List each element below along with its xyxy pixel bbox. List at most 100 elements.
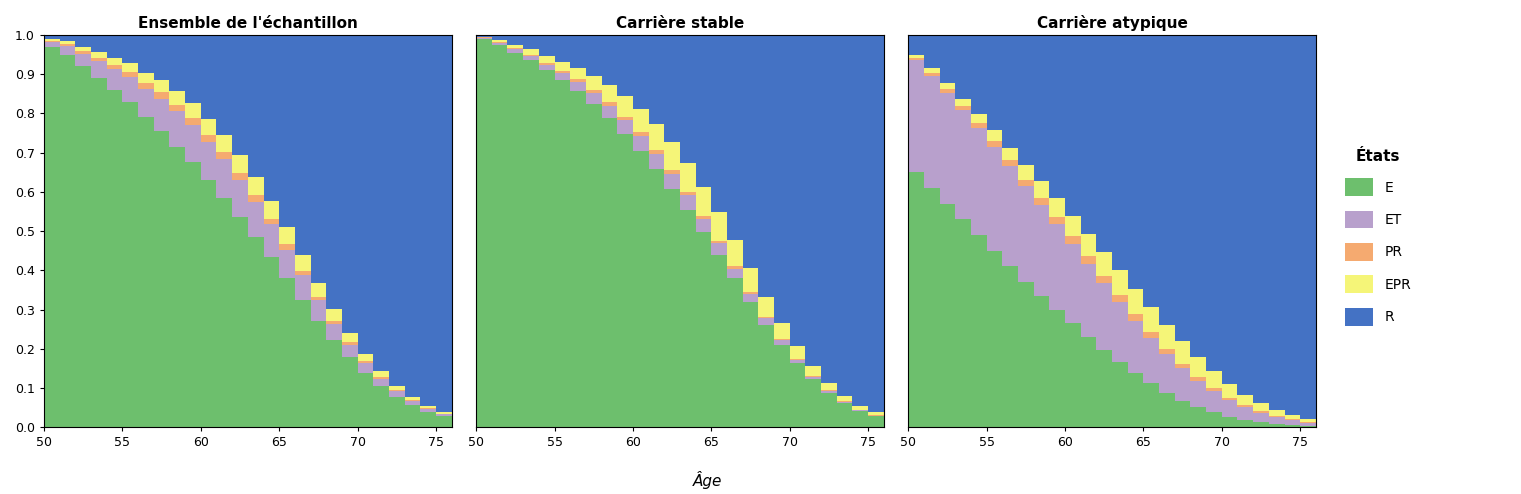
Bar [570,79,586,82]
Bar [44,42,59,47]
Bar [712,244,727,255]
Bar [1127,314,1144,321]
Bar [1097,283,1112,350]
Bar [1144,338,1159,383]
Bar [233,217,248,427]
Bar [76,51,91,54]
Bar [1269,416,1285,417]
Bar [1144,35,1159,307]
Bar [1159,354,1174,393]
Bar [955,219,970,427]
Bar [852,410,868,411]
Bar [1238,35,1253,395]
Bar [940,35,955,83]
Bar [1159,393,1174,427]
Bar [1269,410,1285,416]
Bar [987,147,1002,251]
Bar [1174,401,1191,427]
Bar [106,58,122,65]
Bar [508,52,523,427]
Bar [1221,417,1238,427]
Bar [538,70,555,427]
Bar [774,323,789,339]
Bar [1174,341,1191,364]
Bar [955,98,970,106]
Bar [263,257,280,427]
Bar [263,35,280,201]
Bar [987,251,1002,427]
Bar [970,114,987,123]
Bar [1221,398,1238,400]
Bar [476,37,491,38]
Bar [712,212,727,241]
Bar [1269,424,1285,427]
Bar [955,110,970,219]
Bar [1191,381,1206,408]
Bar [342,344,357,358]
Bar [1112,302,1127,362]
Bar [106,65,122,69]
Bar [295,276,310,300]
Bar [602,35,618,85]
Bar [420,35,437,406]
Bar [1034,198,1049,205]
Bar [106,69,122,90]
Bar [1253,411,1269,413]
Bar [806,376,821,377]
Bar [389,397,405,427]
Bar [122,72,138,77]
Bar [1049,198,1065,217]
Bar [420,409,437,412]
Bar [138,73,154,83]
Bar [342,358,357,427]
Bar [405,397,420,400]
Bar [1159,325,1174,349]
Bar [295,300,310,427]
Bar [1049,217,1065,224]
Bar [727,269,742,278]
Bar [774,339,789,340]
Bar [1097,35,1112,252]
Bar [59,44,76,46]
Bar [602,85,618,102]
Bar [1112,35,1127,270]
Bar [648,154,665,169]
Bar [310,35,325,283]
Bar [1238,395,1253,406]
Bar [806,366,821,376]
Bar [186,35,201,103]
Bar [523,54,538,56]
Bar [201,180,216,427]
Bar [508,35,523,45]
Bar [602,102,618,106]
Bar [806,379,821,427]
Bar [491,42,508,43]
Bar [476,35,491,37]
Bar [940,93,955,204]
Bar [852,406,868,410]
Bar [342,35,357,333]
Bar [1206,371,1221,388]
Bar [586,93,602,104]
Bar [476,38,491,39]
Bar [648,35,665,124]
Bar [586,35,602,76]
Bar [248,196,263,202]
Bar [648,124,665,150]
Bar [727,35,742,240]
Bar [122,102,138,427]
Bar [633,151,648,427]
Bar [342,333,357,342]
Bar [695,187,712,216]
Bar [91,58,106,61]
Bar [1034,35,1049,181]
Bar [373,371,389,377]
Bar [491,45,508,427]
Bar [1065,236,1081,244]
Title: Carrière stable: Carrière stable [616,16,744,31]
Bar [476,39,491,427]
Bar [618,121,633,134]
Bar [712,255,727,427]
Bar [216,198,233,427]
Bar [76,66,91,427]
